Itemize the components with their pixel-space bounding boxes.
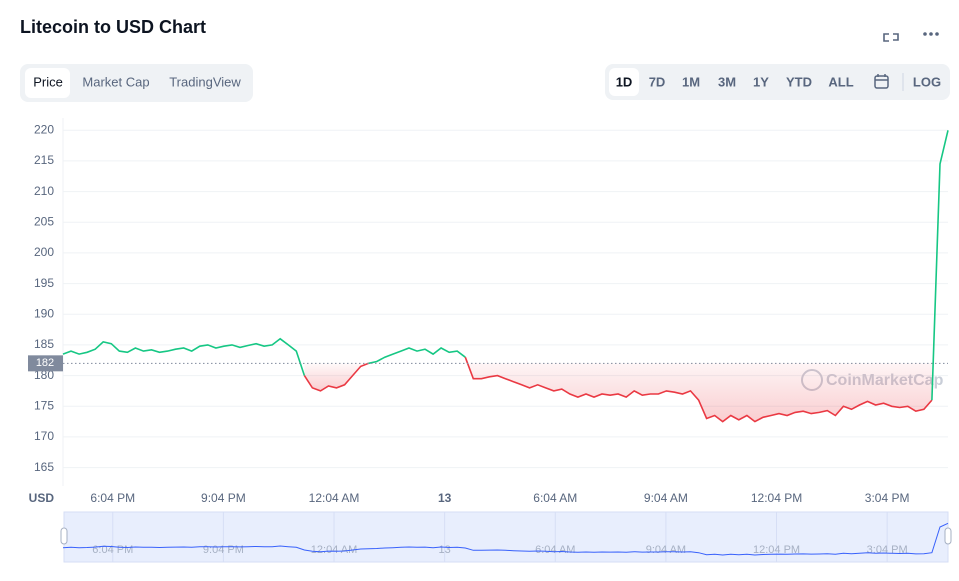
- price-line: [931, 130, 949, 401]
- y-tick-label: 190: [34, 306, 54, 320]
- navigator-handle[interactable]: [944, 527, 952, 545]
- x-tick-label: 3:04 PM: [865, 491, 910, 505]
- range-button[interactable]: YTD: [786, 74, 812, 89]
- y-tick-label: 195: [34, 276, 54, 290]
- y-tick-label: 165: [34, 460, 54, 474]
- dot: [929, 32, 933, 36]
- tab[interactable]: Price: [33, 74, 63, 89]
- navigator-tick-label: 9:04 AM: [646, 544, 686, 556]
- y-tick-label: 210: [34, 184, 54, 198]
- dot: [935, 32, 939, 36]
- area-below-baseline: [304, 363, 369, 391]
- navigator-tick-label: 12:04 PM: [753, 544, 800, 556]
- tab-active[interactable]: [25, 68, 70, 98]
- navigator-tick-label: 3:04 PM: [867, 544, 908, 556]
- navigator-tick-label: 9:04 PM: [203, 544, 244, 556]
- range-button[interactable]: 7D: [649, 74, 666, 89]
- range-button[interactable]: 1M: [682, 74, 700, 89]
- navigator-tick-label: 12:04 AM: [311, 544, 357, 556]
- navigator-handle[interactable]: [60, 527, 68, 545]
- range-button[interactable]: 1Y: [753, 74, 769, 89]
- tab[interactable]: Market Cap: [82, 74, 149, 89]
- dot: [923, 32, 927, 36]
- x-tick-label: 6:04 AM: [533, 491, 577, 505]
- icon: [874, 75, 889, 89]
- more-icon[interactable]: [923, 32, 939, 36]
- navigator-line: [62, 522, 949, 556]
- range-active[interactable]: [609, 68, 639, 96]
- title: Litecoin to USD Chart: [20, 17, 206, 37]
- y-axis-label: USD: [29, 491, 55, 505]
- y-tick-label: 205: [34, 214, 54, 228]
- x-tick-label: 12:04 PM: [751, 491, 802, 505]
- baseline-box: [28, 355, 63, 372]
- tab[interactable]: TradingView: [169, 74, 241, 89]
- y-tick-label: 200: [34, 245, 54, 259]
- navigator-tick-label: 13: [439, 544, 451, 556]
- range-button[interactable]: ALL: [828, 74, 853, 89]
- y-tick-label: 220: [34, 122, 54, 136]
- calendar-icon[interactable]: [874, 74, 889, 89]
- navigator-tick-label: 6:04 AM: [535, 544, 575, 556]
- price-line: [464, 356, 933, 423]
- y-tick-label: 170: [34, 429, 54, 443]
- x-tick-label: 9:04 PM: [201, 491, 246, 505]
- area-below-baseline: [465, 357, 932, 422]
- price-line: [303, 362, 369, 392]
- range-button[interactable]: 3M: [718, 74, 736, 89]
- price-line: [62, 337, 306, 376]
- range-button[interactable]: 1D: [616, 74, 633, 89]
- x-tick-label: 6:04 PM: [90, 491, 135, 505]
- navigator-tick-label: 6:04 PM: [92, 544, 133, 556]
- icon: [883, 33, 899, 42]
- baseline-label: 182: [36, 357, 54, 369]
- tab-group: [20, 64, 253, 102]
- y-tick-label: 215: [34, 153, 54, 167]
- x-tick-label: 13: [438, 491, 452, 505]
- y-tick-label: 185: [34, 337, 54, 351]
- fullscreen-icon[interactable]: [883, 33, 899, 42]
- range-group: [605, 64, 950, 100]
- x-tick-label: 9:04 AM: [644, 491, 688, 505]
- log-button[interactable]: LOG: [913, 74, 941, 89]
- y-tick-label: 175: [34, 398, 54, 412]
- x-tick-label: 12:04 AM: [309, 491, 360, 505]
- icon: [875, 74, 888, 81]
- price-line: [368, 347, 466, 365]
